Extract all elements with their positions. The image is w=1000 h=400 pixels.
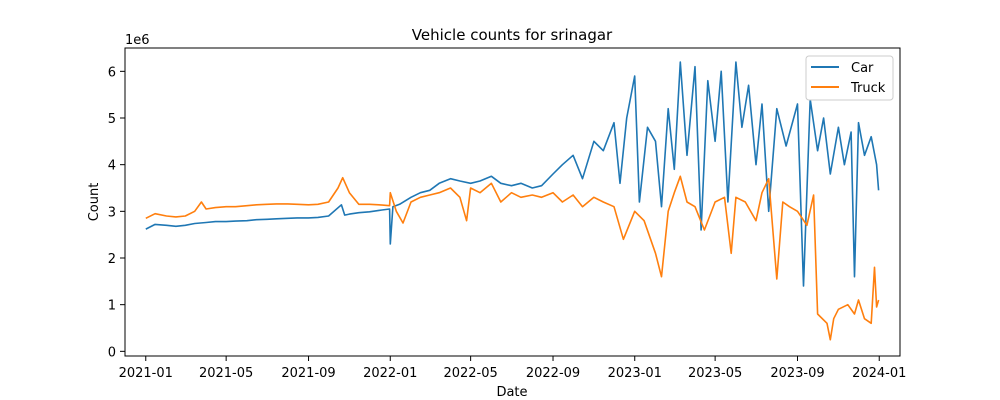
x-tick-label: 2022-01 (363, 366, 417, 381)
y-tick-label: 5 (108, 112, 116, 127)
series-line-car (145, 61, 880, 287)
y-tick-label: 4 (108, 159, 116, 174)
x-tick-label: 2021-05 (199, 366, 253, 381)
x-axis-label: Date (496, 385, 527, 400)
x-tick-label: 2023-05 (688, 366, 742, 381)
legend-label-car: Car (851, 61, 874, 76)
series-line-truck (145, 175, 880, 341)
chart-title: Vehicle counts for srinagar (412, 26, 613, 44)
y-offset-label: 1e6 (125, 33, 150, 48)
y-tick-label: 1 (108, 299, 116, 314)
x-tick-label: 2023-09 (770, 366, 824, 381)
x-tick-label: 2024-01 (852, 366, 906, 381)
x-tick-label: 2021-09 (281, 366, 335, 381)
y-axis-label: Count (87, 183, 102, 222)
x-tick-label: 2021-01 (119, 366, 173, 381)
y-tick-label: 0 (108, 345, 116, 360)
x-tick-label: 2022-05 (443, 366, 497, 381)
axes-layer: 2021-01 2021-05 2021-09 2022-01 2022-05 2022-… (108, 47, 906, 381)
legend: Car Truck (805, 55, 894, 101)
series-layer (145, 61, 880, 341)
x-tick-label: 2023-01 (608, 366, 662, 381)
x-tick-label: 2022-09 (526, 366, 580, 381)
legend-label-truck: Truck (850, 81, 886, 96)
y-tick-label: 2 (108, 252, 116, 267)
y-tick-label: 3 (108, 205, 116, 220)
y-tick-label: 6 (108, 65, 116, 80)
axes-frame (124, 47, 901, 357)
